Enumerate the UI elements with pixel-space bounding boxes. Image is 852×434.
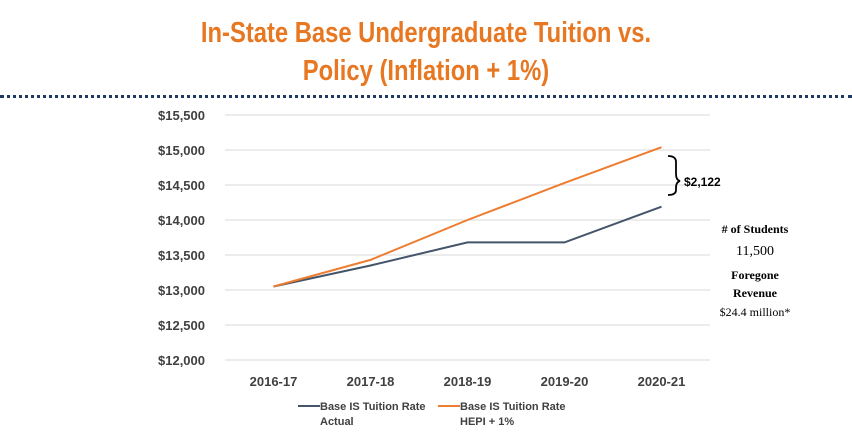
difference-annotation: $2,122 (684, 175, 721, 189)
y-tick-label: $13,000 (158, 283, 205, 298)
y-tick-label: $15,500 (158, 108, 205, 123)
y-tick-label: $14,000 (158, 213, 205, 228)
title-line-1: In-State Base Undergraduate Tuition vs. (200, 17, 652, 49)
students-label: # of Students (721, 222, 789, 236)
y-tick-label: $13,500 (158, 248, 205, 263)
legend-label: Base IS Tuition Rate (460, 401, 566, 413)
y-tick-label: $12,500 (158, 318, 205, 333)
students-value: 11,500 (736, 244, 774, 259)
foregone-label-1: Foregone (731, 268, 779, 282)
legend-label: Base IS Tuition Rate (320, 401, 426, 413)
dotted-divider (0, 95, 852, 98)
series-line-1 (273, 146, 662, 288)
foregone-label-2: Revenue (733, 286, 777, 300)
chart-title: In-State Base Undergraduate Tuition vs. P… (77, 14, 776, 90)
y-tick-label: $12,000 (158, 353, 205, 368)
x-tick-label: 2017-18 (347, 374, 395, 389)
x-tick-label: 2020-21 (638, 374, 686, 389)
x-tick-label: 2016-17 (250, 374, 298, 389)
x-tick-label: 2019-20 (541, 374, 589, 389)
series-line-0 (273, 205, 662, 288)
bracket-icon (667, 155, 681, 196)
legend-label: HEPI + 1% (460, 416, 514, 428)
title-line-2: Policy (Inflation + 1%) (302, 55, 550, 87)
y-tick-label: $14,500 (158, 178, 205, 193)
y-tick-label: $15,000 (158, 143, 205, 158)
legend-label: Actual (320, 416, 354, 428)
foregone-value: $24.4 million* (719, 305, 791, 319)
x-tick-label: 2018-19 (444, 374, 492, 389)
